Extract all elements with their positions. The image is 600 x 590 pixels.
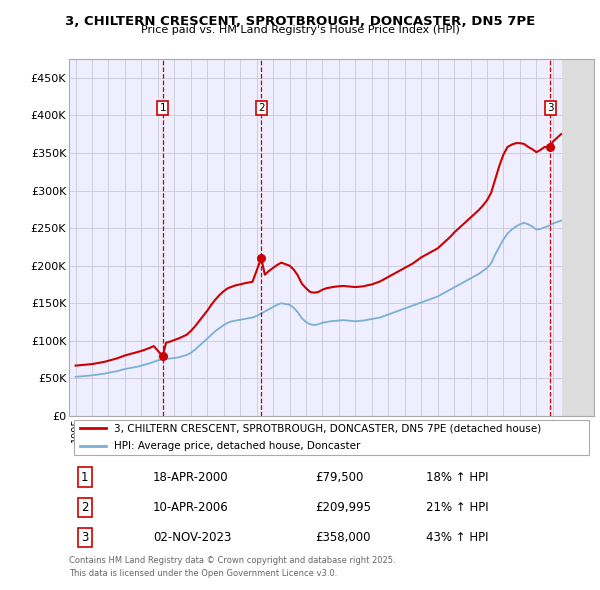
- Text: 1: 1: [160, 103, 166, 113]
- Text: 1: 1: [81, 471, 89, 484]
- Text: 21% ↑ HPI: 21% ↑ HPI: [426, 501, 488, 514]
- Text: 02-NOV-2023: 02-NOV-2023: [153, 531, 232, 544]
- Text: 3: 3: [81, 531, 88, 544]
- FancyBboxPatch shape: [74, 420, 589, 455]
- Text: £358,000: £358,000: [316, 531, 371, 544]
- Bar: [562, 59, 594, 416]
- Text: 2: 2: [81, 501, 89, 514]
- Text: 18% ↑ HPI: 18% ↑ HPI: [426, 471, 488, 484]
- Text: Price paid vs. HM Land Registry's House Price Index (HPI): Price paid vs. HM Land Registry's House …: [140, 25, 460, 35]
- Text: 3, CHILTERN CRESCENT, SPROTBROUGH, DONCASTER, DN5 7PE (detached house): 3, CHILTERN CRESCENT, SPROTBROUGH, DONCA…: [113, 424, 541, 434]
- Text: 3: 3: [547, 103, 554, 113]
- Text: 10-APR-2006: 10-APR-2006: [153, 501, 229, 514]
- Text: £79,500: £79,500: [316, 471, 364, 484]
- Text: Contains HM Land Registry data © Crown copyright and database right 2025.
This d: Contains HM Land Registry data © Crown c…: [69, 556, 395, 578]
- Text: £209,995: £209,995: [316, 501, 372, 514]
- Text: HPI: Average price, detached house, Doncaster: HPI: Average price, detached house, Donc…: [113, 441, 360, 451]
- Text: 3, CHILTERN CRESCENT, SPROTBROUGH, DONCASTER, DN5 7PE: 3, CHILTERN CRESCENT, SPROTBROUGH, DONCA…: [65, 15, 535, 28]
- Text: 2: 2: [258, 103, 265, 113]
- Text: 18-APR-2000: 18-APR-2000: [153, 471, 229, 484]
- Text: 43% ↑ HPI: 43% ↑ HPI: [426, 531, 488, 544]
- Bar: [562, 59, 594, 416]
